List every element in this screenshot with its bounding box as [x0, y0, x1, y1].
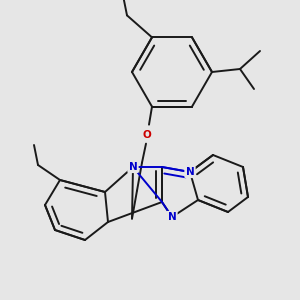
Text: N: N: [129, 162, 137, 172]
Text: N: N: [186, 167, 194, 177]
Text: N: N: [168, 212, 176, 222]
Text: O: O: [142, 130, 152, 140]
Text: N: N: [168, 212, 176, 222]
Text: O: O: [142, 130, 152, 140]
Text: N: N: [186, 167, 194, 177]
Text: N: N: [129, 162, 137, 172]
